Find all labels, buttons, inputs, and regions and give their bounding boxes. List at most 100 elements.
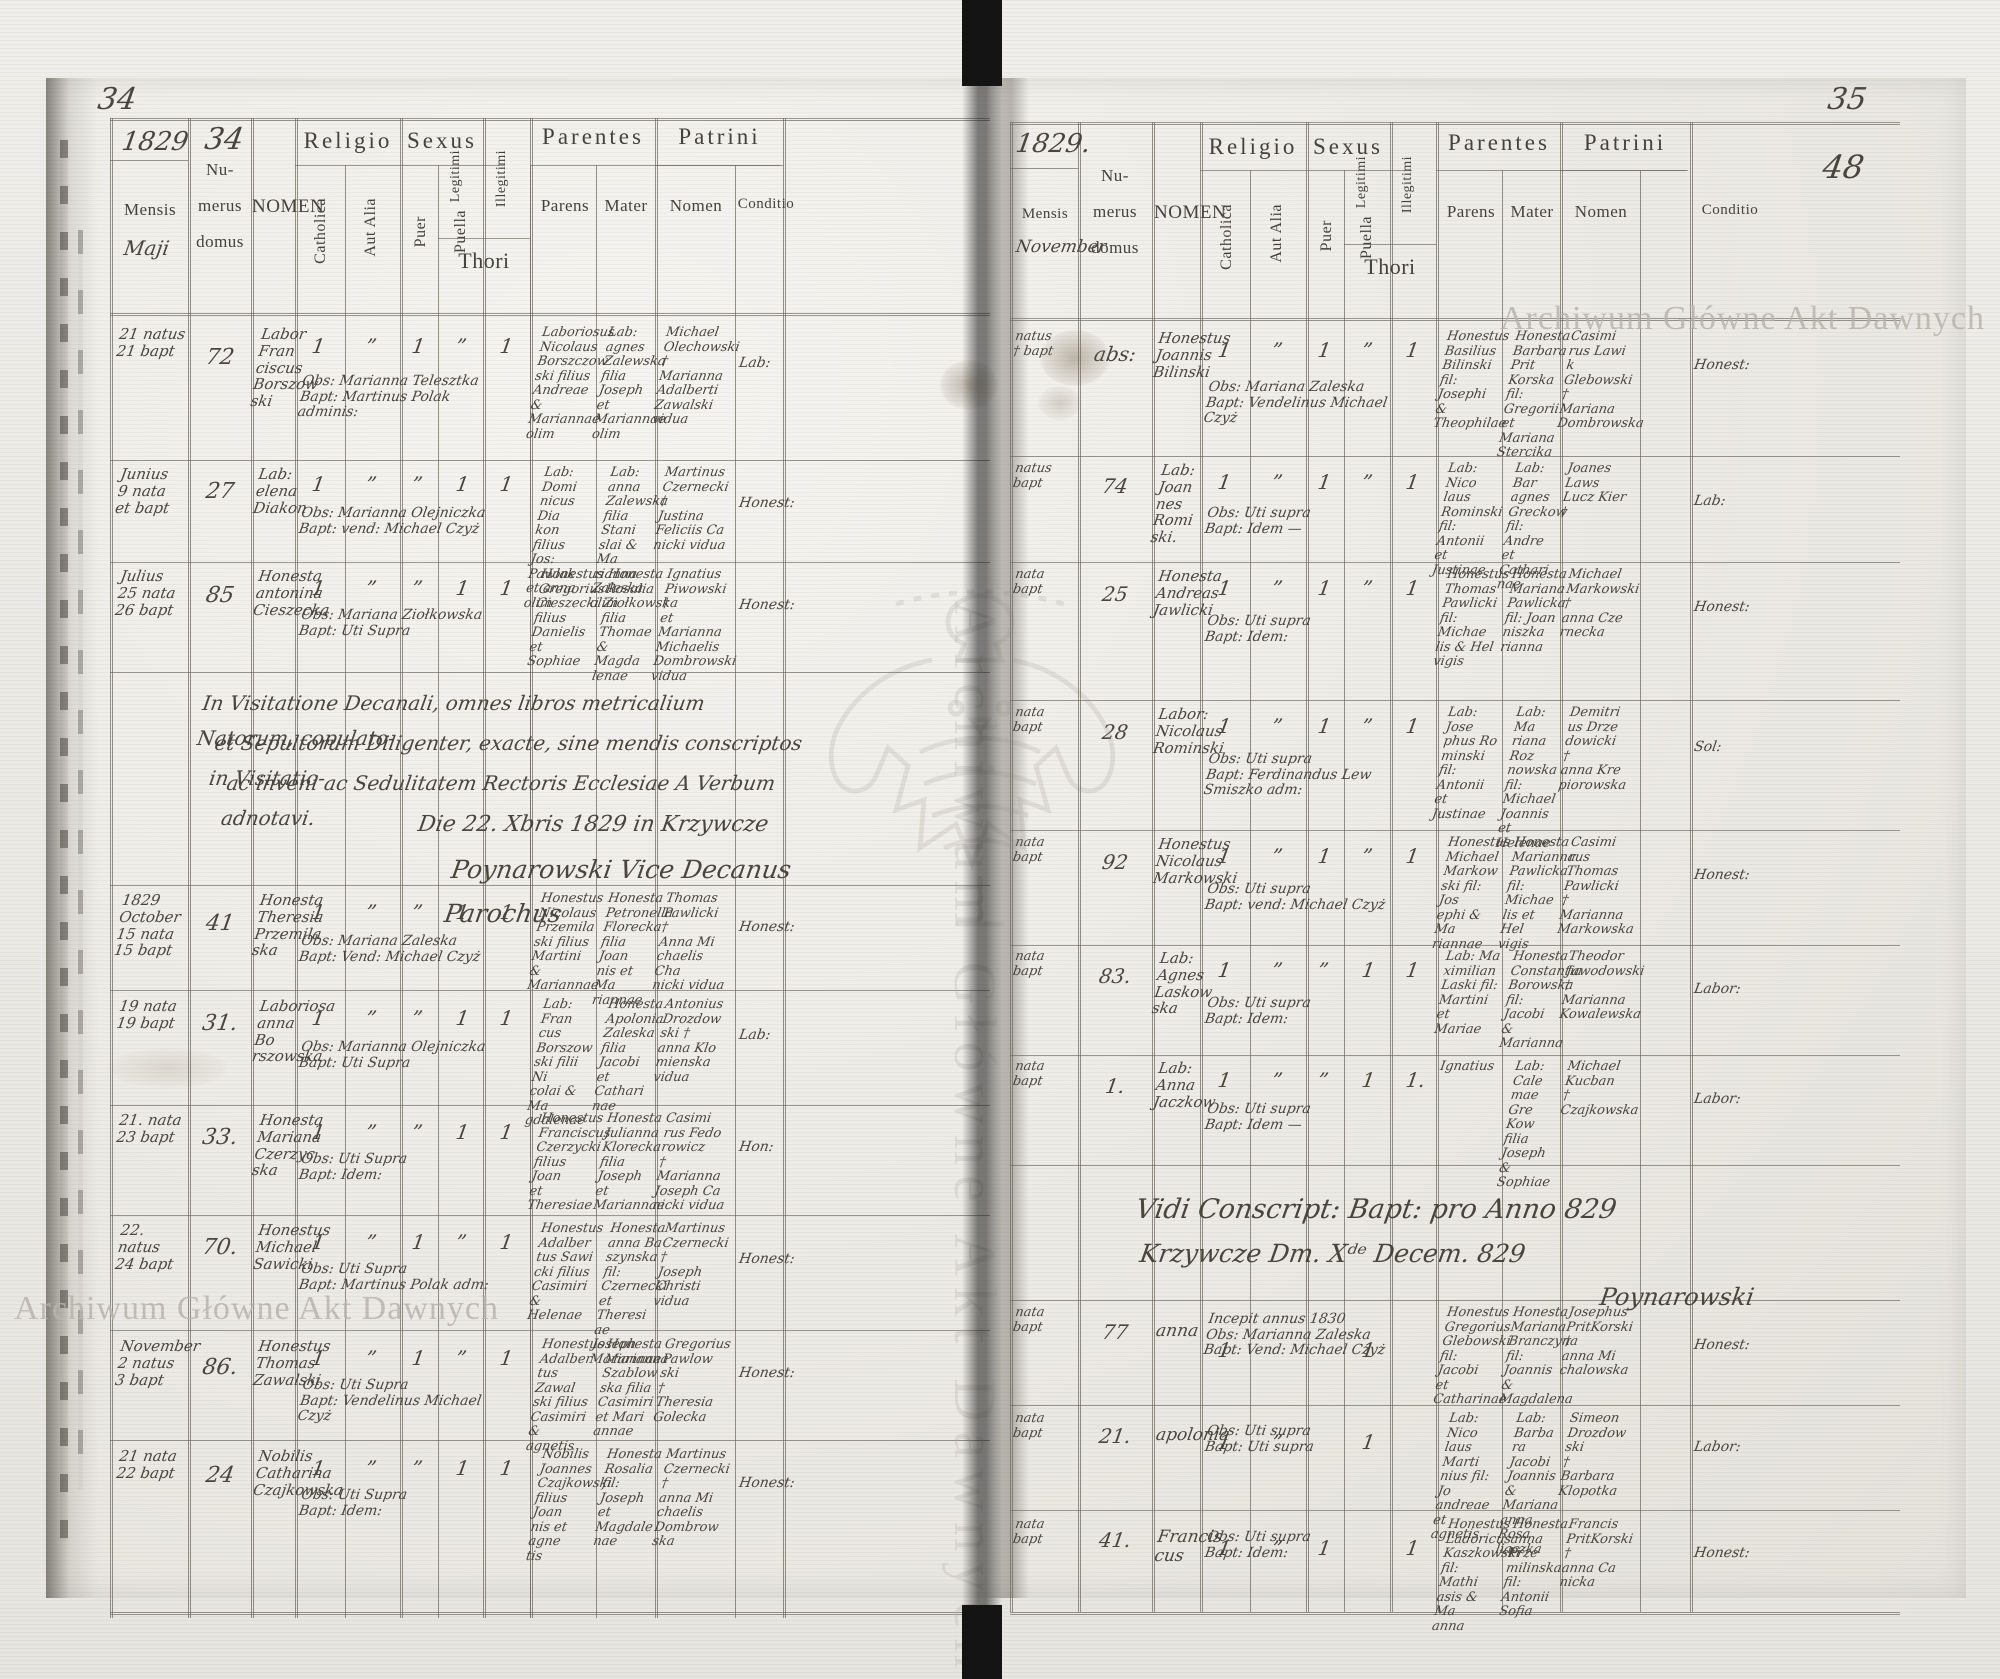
row-patrini-nomen: Demitri us Drze dowicki † anna Kre pioro… — [1557, 705, 1628, 793]
rowrule-r10 — [1010, 1510, 1900, 1511]
header-religio-left: Religio — [303, 128, 393, 153]
row-note: Obs: Uti supra Bapt: Ferdinandus Lew Smi… — [1202, 751, 1373, 799]
header-nomen-left: NOMEN — [252, 196, 325, 217]
row-conditio: Honest: — [1692, 357, 1751, 373]
row-dates: nata bapt — [1011, 705, 1046, 735]
row-domus: 27 — [204, 479, 237, 504]
header-mater-left: Mater — [604, 196, 648, 215]
visitation-note-date: Die 22. Xbris 1829 in Krzywcze — [416, 812, 771, 837]
vrule-l13 — [783, 118, 786, 1618]
vrule-r3 — [1200, 122, 1203, 1612]
row-patrini-nomen: Theodor Jawodowski † Marianna Kowalewska — [1558, 949, 1646, 1023]
row-note: Obs: Uti Supra Bapt: Idem: — [297, 1151, 409, 1183]
row-conditio: Lab: — [737, 355, 772, 371]
header-parens-left: Parens — [540, 196, 590, 215]
folio-number-right: 35 — [1825, 82, 1870, 117]
row-dates: nata bapt — [1011, 567, 1046, 597]
row-patrini-nomen: Michael Kucban † Czajkowska — [1559, 1059, 1640, 1118]
rowrule-r1 — [1010, 456, 1900, 457]
header-numerus-left: Nu- — [206, 160, 234, 179]
mensis-value-left: Maji — [122, 236, 172, 260]
header-domus-right: domus — [1091, 238, 1139, 257]
vrule-r7 — [1390, 122, 1393, 1612]
rowrule-l8 — [110, 1330, 990, 1331]
row-dates: 22. natus 24 bapt — [113, 1221, 175, 1273]
film-clamp-bottom — [962, 1605, 1002, 1679]
row-patrini-nomen: Casimi rus Lawi k Glebowski † Mariana Do… — [1556, 329, 1645, 432]
vrule-l5 — [400, 118, 403, 1618]
rowrule-l7 — [110, 1215, 990, 1216]
header-parens-right: Parens — [1446, 202, 1496, 221]
row-domus: 85 — [204, 583, 237, 608]
row-dates: nata bapt — [1011, 1305, 1046, 1335]
rule-year-right — [1010, 168, 1078, 169]
row-conditio: Labor: — [1692, 1091, 1742, 1107]
rowrule-r4 — [1010, 830, 1900, 831]
row-conditio: Hon: — [737, 1139, 775, 1155]
header-puella-left: Puella — [452, 210, 469, 253]
row-patrini-nomen: Martinus Czernecki † Joseph Christi vidu… — [652, 1221, 730, 1309]
row-conditio: Labor: — [1692, 981, 1742, 997]
vrule-l11 — [655, 118, 658, 1618]
row-conditio: Lab: — [1692, 493, 1727, 509]
header-catholica-left: Catholica — [312, 198, 329, 264]
row-dates: natus † bapt — [1011, 329, 1055, 359]
rule-patrini-left — [655, 165, 783, 166]
header-puer-right: Puer — [1318, 220, 1335, 252]
row-patrini-nomen: Martinus Czernecki † Justina Feliciis Ca… — [652, 465, 730, 553]
header-domus-left: domus — [196, 232, 244, 251]
header-nomen-right: NOMEN — [1154, 202, 1227, 223]
rule-bottom-right — [1010, 1612, 1900, 1615]
vrule-r11 — [1640, 170, 1641, 1612]
rowrule-l4 — [110, 885, 990, 886]
rule-patrini-right — [1560, 170, 1688, 171]
row-patrini-nomen: Casimi rus Thomas Pawlicki † Marianna Ma… — [1556, 835, 1635, 938]
row-domus: 1. — [1103, 1074, 1127, 1098]
rowrule-r6 — [1010, 1055, 1900, 1056]
row-domus: 33. — [200, 1125, 240, 1150]
row-note: Obs: Uti Supra Bapt: Martinus Polak adm: — [297, 1261, 491, 1293]
row-dates: 21. nata 23 bapt — [115, 1111, 184, 1146]
row-nomen: Honestus Michael Sawicki — [251, 1221, 332, 1273]
row-patrini-nomen: Francis PritKorski † anna Ca nicka — [1558, 1517, 1635, 1591]
header-mensis-left: Mensis — [123, 200, 177, 219]
vrule-l7 — [483, 118, 486, 1618]
row-dates: nata bapt — [1011, 835, 1046, 865]
rowrule-l6 — [110, 1105, 990, 1106]
book-sheet — [46, 78, 1966, 1598]
vrule-l12 — [735, 165, 736, 1618]
book-binding-left — [46, 78, 98, 1598]
row-dates: November 2 natus 3 bapt — [113, 1337, 202, 1389]
row-note: Obs: Uti Supra Bapt: Vendelinus Michael … — [296, 1377, 483, 1425]
row-domus: 24 — [204, 1463, 237, 1488]
row-domus: 70. — [200, 1235, 240, 1260]
row-domus: 86. — [200, 1355, 240, 1380]
rowrule-r9 — [1010, 1405, 1900, 1406]
vrule-l3 — [295, 118, 298, 1618]
row-dates: Julius 25 nata 26 bapt — [113, 567, 177, 619]
header-thori-left: Thori — [458, 248, 510, 273]
row-patrini-nomen: Antonius Drozdow ski † anna Klo mienska … — [652, 997, 725, 1085]
row-nomen: Honestus Thomas Zawalski — [251, 1337, 332, 1389]
row-dates: nata bapt — [1011, 1059, 1046, 1089]
film-clamp-top — [962, 0, 1002, 86]
year-label-left: 1829 — [119, 127, 191, 157]
row-nomen: Honestus Nicolaus Markowski — [1151, 835, 1239, 887]
vrule-r0 — [1010, 122, 1013, 1612]
header-patrini-left: Patrini — [678, 124, 761, 149]
row-domus: 21. — [1097, 1424, 1133, 1448]
header-catholica-right: Catholica — [1218, 204, 1235, 270]
vrule-l2 — [251, 118, 254, 1618]
vrule-r5 — [1306, 122, 1309, 1612]
row-nomen: Lab: elena Diakon — [251, 465, 309, 517]
row-patrini-nomen: Josephus PritKorski † anna Mi chalowska — [1558, 1305, 1635, 1379]
row-dates: nata bapt — [1011, 1517, 1046, 1547]
rule-headbottom-left — [110, 313, 990, 316]
header-conditio-left: Conditio — [737, 196, 795, 212]
row-domus: 72 — [204, 345, 237, 370]
rowrule-r2 — [1010, 562, 1900, 563]
row-note: Obs: Uti supra Bapt: vend: Michael Czyż — [1203, 881, 1387, 913]
rowrule-l3 — [110, 672, 990, 673]
header-mater-right: Mater — [1510, 202, 1554, 221]
